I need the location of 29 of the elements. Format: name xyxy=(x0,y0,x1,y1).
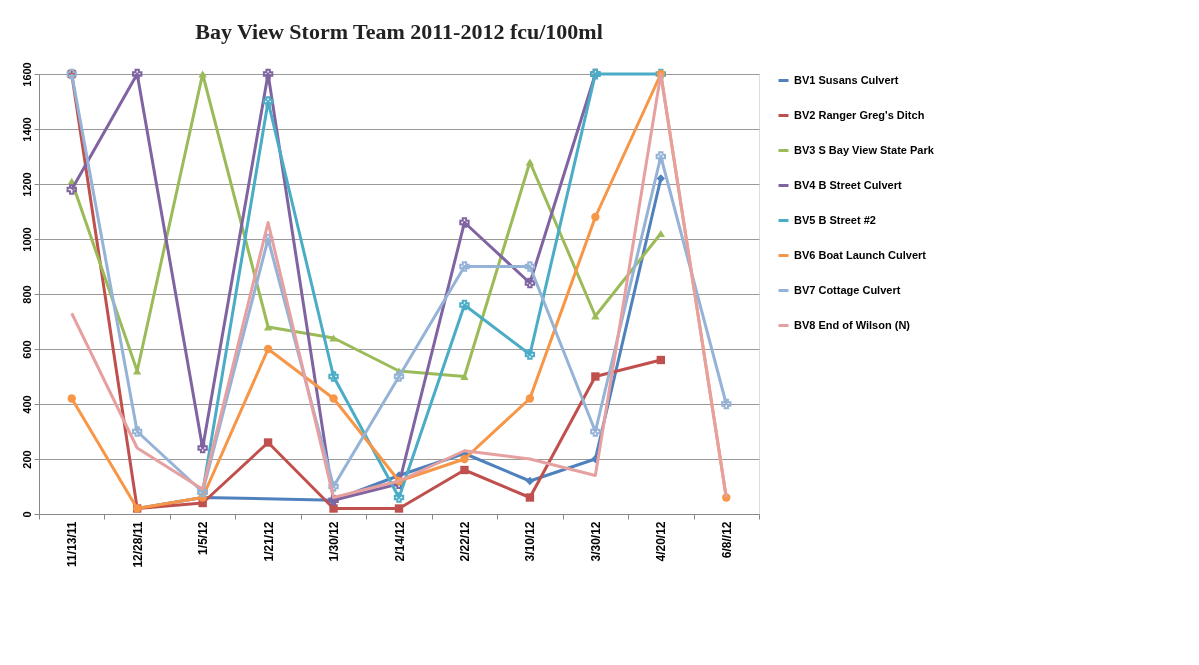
legend-label: BV7 Cottage Culvert xyxy=(794,283,901,296)
legend-label: BV6 Boat Launch Culvert xyxy=(794,248,927,261)
x-tick-label: 1/30/12 xyxy=(327,521,342,562)
y-tick-label: 1200 xyxy=(20,172,33,197)
y-tick-label: 200 xyxy=(20,450,33,469)
legend-label: BV4 B Street Culvert xyxy=(794,178,902,191)
x-tick-label: 3/30/12 xyxy=(588,521,603,562)
y-tick-label: 1400 xyxy=(20,117,33,142)
y-tick-label: 1000 xyxy=(20,227,33,252)
x-tick-label: 1/5/12 xyxy=(196,521,211,555)
legend-label: BV8 End of Wilson (N) xyxy=(794,318,911,331)
y-tick-label: 0 xyxy=(20,511,33,518)
x-tick-label: 3/10/12 xyxy=(523,521,538,562)
y-tick-label: 1600 xyxy=(20,62,33,87)
x-tick-label: 4/20/12 xyxy=(654,521,669,562)
legend-label: BV2 Ranger Greg's Ditch xyxy=(794,108,925,121)
legend-label: BV1 Susans Culvert xyxy=(794,73,899,86)
x-tick-label: 2/22/12 xyxy=(457,521,472,562)
x-tick-label: 1/21/12 xyxy=(261,521,276,562)
x-tick-label: 12/28/11 xyxy=(130,521,145,568)
y-tick-label: 600 xyxy=(20,340,33,359)
x-tick-label: 6/8//12 xyxy=(719,521,734,559)
x-tick-label: 11/13/11 xyxy=(65,521,80,567)
legend-label: BV5 B Street #2 xyxy=(794,213,876,226)
x-tick-label: 2/14/12 xyxy=(392,521,407,562)
y-tick-label: 400 xyxy=(20,395,33,414)
y-tick-label: 800 xyxy=(20,285,33,304)
legend-label: BV3 S Bay View State Park xyxy=(794,143,935,156)
chart-title: Bay View Storm Team 2011-2012 fcu/100ml xyxy=(195,18,603,44)
